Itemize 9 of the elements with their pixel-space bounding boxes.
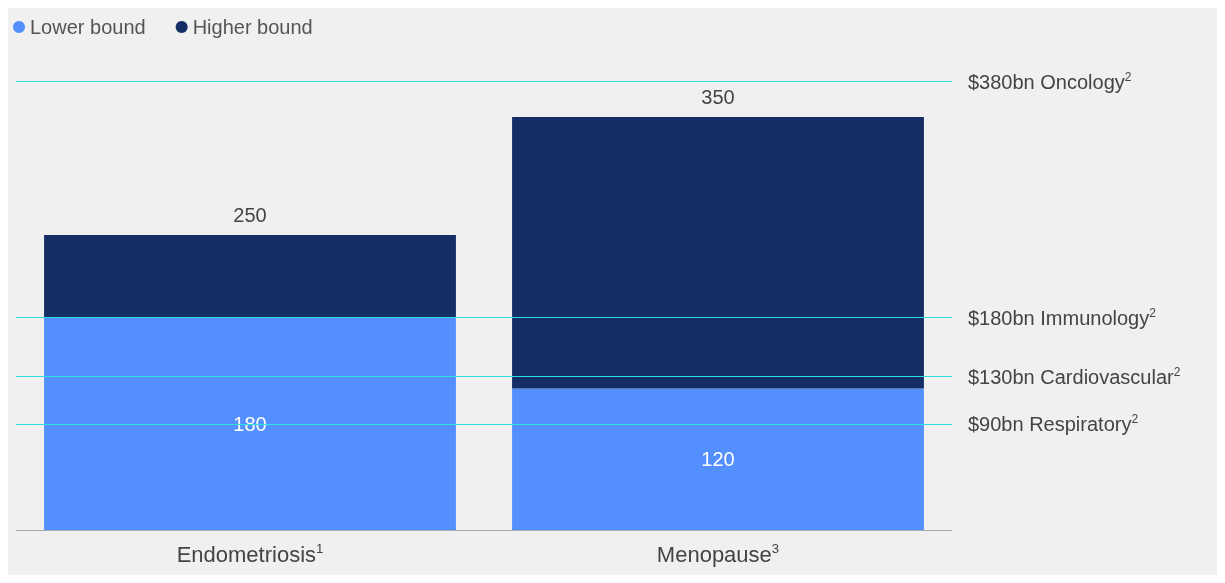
bar [512,117,924,389]
data-label: 120 [701,448,735,471]
total-label: 250 [233,204,267,226]
legend-label: Lower bound [30,16,146,38]
bar [44,235,456,318]
bar [44,317,456,530]
legend-label: Higher bound [192,16,313,38]
total-label: 350 [701,86,735,108]
bar [512,388,924,530]
